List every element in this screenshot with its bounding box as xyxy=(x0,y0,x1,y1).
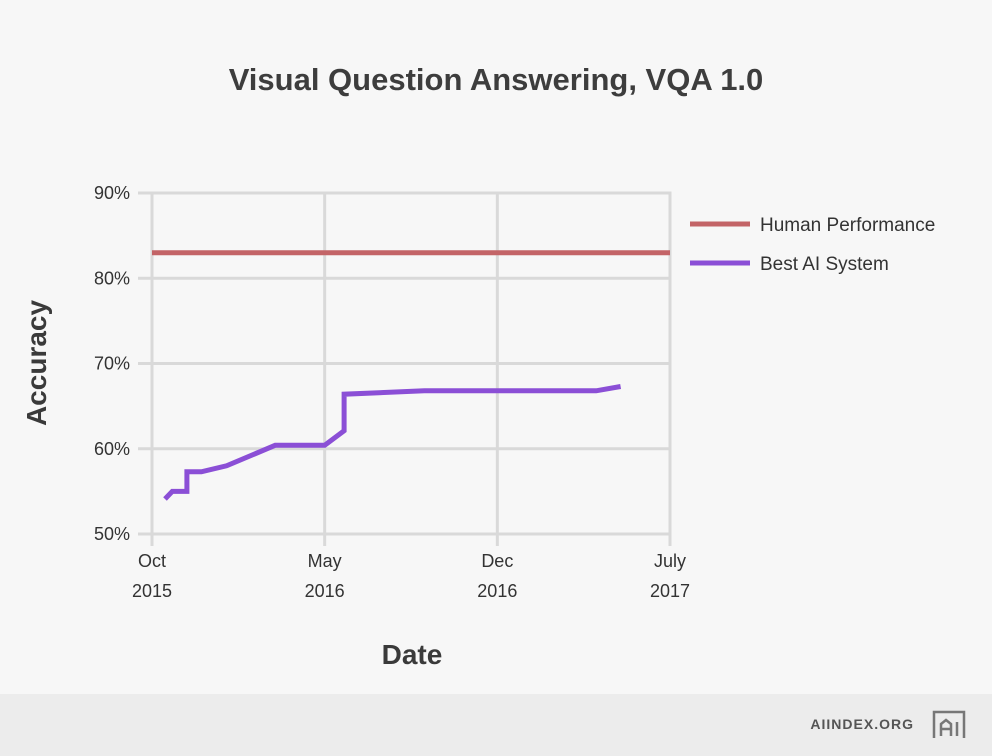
x-axis-ticks: Oct 2015 May 2016 Dec 2016 July 2017 xyxy=(132,551,690,601)
x-axis-title: Date xyxy=(382,639,443,670)
y-tick-label: 80% xyxy=(94,268,130,288)
ai-index-logo-icon xyxy=(932,710,966,738)
x-tick-label-year: 2017 xyxy=(650,581,690,601)
x-tick-label-year: 2016 xyxy=(477,581,517,601)
y-tick-label: 50% xyxy=(94,524,130,544)
chart-title: Visual Question Answering, VQA 1.0 xyxy=(228,62,764,97)
x-tick-label-month: July xyxy=(654,551,686,571)
series-line-best-ai-system xyxy=(163,384,622,501)
x-tick-label-year: 2015 xyxy=(132,581,172,601)
x-tick-label-year: 2016 xyxy=(305,581,345,601)
x-tick-label-month: Dec xyxy=(481,551,513,571)
legend: Human Performance Best AI System xyxy=(690,215,935,275)
y-tick-label: 60% xyxy=(94,439,130,459)
footer: AIINDEX.ORG xyxy=(0,694,992,756)
legend-label: Human Performance xyxy=(760,215,935,236)
y-tick-label: 70% xyxy=(94,354,130,374)
grid xyxy=(138,191,672,546)
footer-site-link[interactable]: AIINDEX.ORG xyxy=(810,716,914,732)
plot-border xyxy=(150,191,672,536)
series-lines xyxy=(152,250,670,501)
y-tick-label: 90% xyxy=(94,183,130,203)
legend-label: Best AI System xyxy=(760,254,889,275)
x-tick-label-month: Oct xyxy=(138,551,166,571)
line-chart: 90% 80% 70% 60% 50% Oct 2015 May 2016 Dec 2016 Jul… xyxy=(21,183,935,670)
y-axis-ticks: 90% 80% 70% 60% 50% xyxy=(94,183,130,544)
x-tick-label-month: May xyxy=(308,551,342,571)
y-axis-title: Accuracy xyxy=(21,300,52,427)
